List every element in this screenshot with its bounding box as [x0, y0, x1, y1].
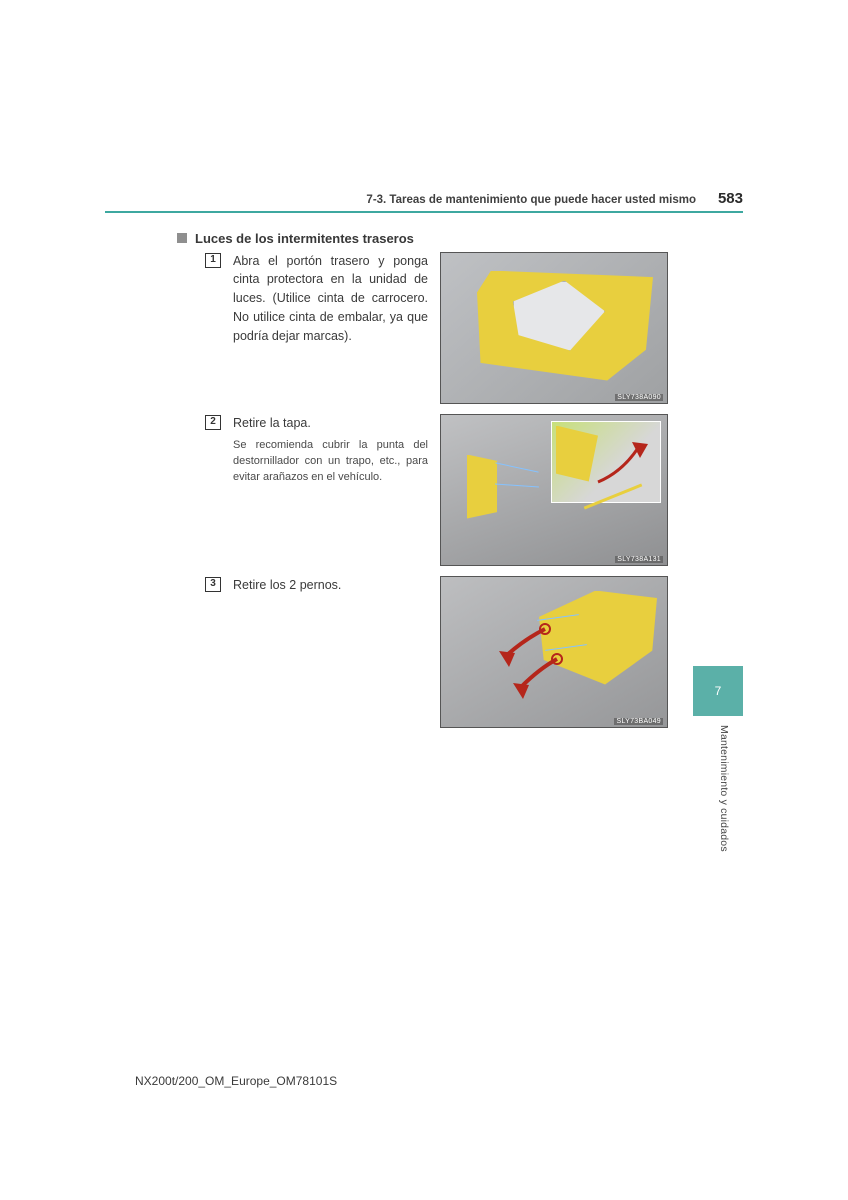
- image-code: SLY738A090: [615, 394, 663, 401]
- step-illustration-2: SLY738A131: [440, 414, 668, 566]
- chapter-tab-label: Mantenimiento y cuidados: [718, 725, 730, 852]
- arrow-icon: [592, 436, 652, 488]
- step-2: 2 Retire la tapa. Se recomienda cubrir l…: [205, 414, 743, 566]
- callout-line: [495, 462, 538, 472]
- chapter-tab-number: 7: [715, 684, 722, 698]
- step-number-box: 3: [205, 577, 221, 592]
- step-illustration-3: SLY73BA049: [440, 576, 668, 728]
- step-illustration-1: SLY738A090: [440, 252, 668, 404]
- page-content: 7-3. Tareas de mantenimiento que puede h…: [105, 190, 743, 738]
- step-text-wrap: Retire la tapa. Se recomienda cubrir la …: [233, 414, 428, 487]
- step-note: Se recomienda cubrir la punta del destor…: [233, 438, 428, 486]
- document-footer: NX200t/200_OM_Europe_OM78101S: [135, 1074, 337, 1088]
- callout-line: [495, 483, 539, 487]
- header-rule: [105, 211, 743, 213]
- square-bullet-icon: [177, 233, 187, 243]
- section-heading: Luces de los intermitentes traseros: [177, 231, 743, 246]
- step-number-box: 1: [205, 253, 221, 268]
- chapter-label: 7-3. Tareas de mantenimiento que puede h…: [366, 194, 696, 206]
- step-3: 3 Retire los 2 pernos. SLY73BA049: [205, 576, 743, 728]
- chapter-tab: 7: [693, 666, 743, 716]
- step-text: Retire los 2 pernos.: [233, 576, 428, 595]
- page-number: 583: [718, 190, 743, 207]
- step-text: Abra el portón trasero y ponga cinta pro…: [233, 252, 428, 346]
- image-code: SLY738A131: [615, 556, 663, 563]
- section-title: Luces de los intermitentes traseros: [195, 231, 414, 246]
- step-1: 1 Abra el portón trasero y ponga cinta p…: [205, 252, 743, 404]
- arrows-icon: [485, 611, 577, 703]
- page-header: 7-3. Tareas de mantenimiento que puede h…: [105, 190, 743, 207]
- image-code: SLY73BA049: [614, 718, 663, 725]
- step-number-box: 2: [205, 415, 221, 430]
- step-text: Retire la tapa.: [233, 414, 428, 433]
